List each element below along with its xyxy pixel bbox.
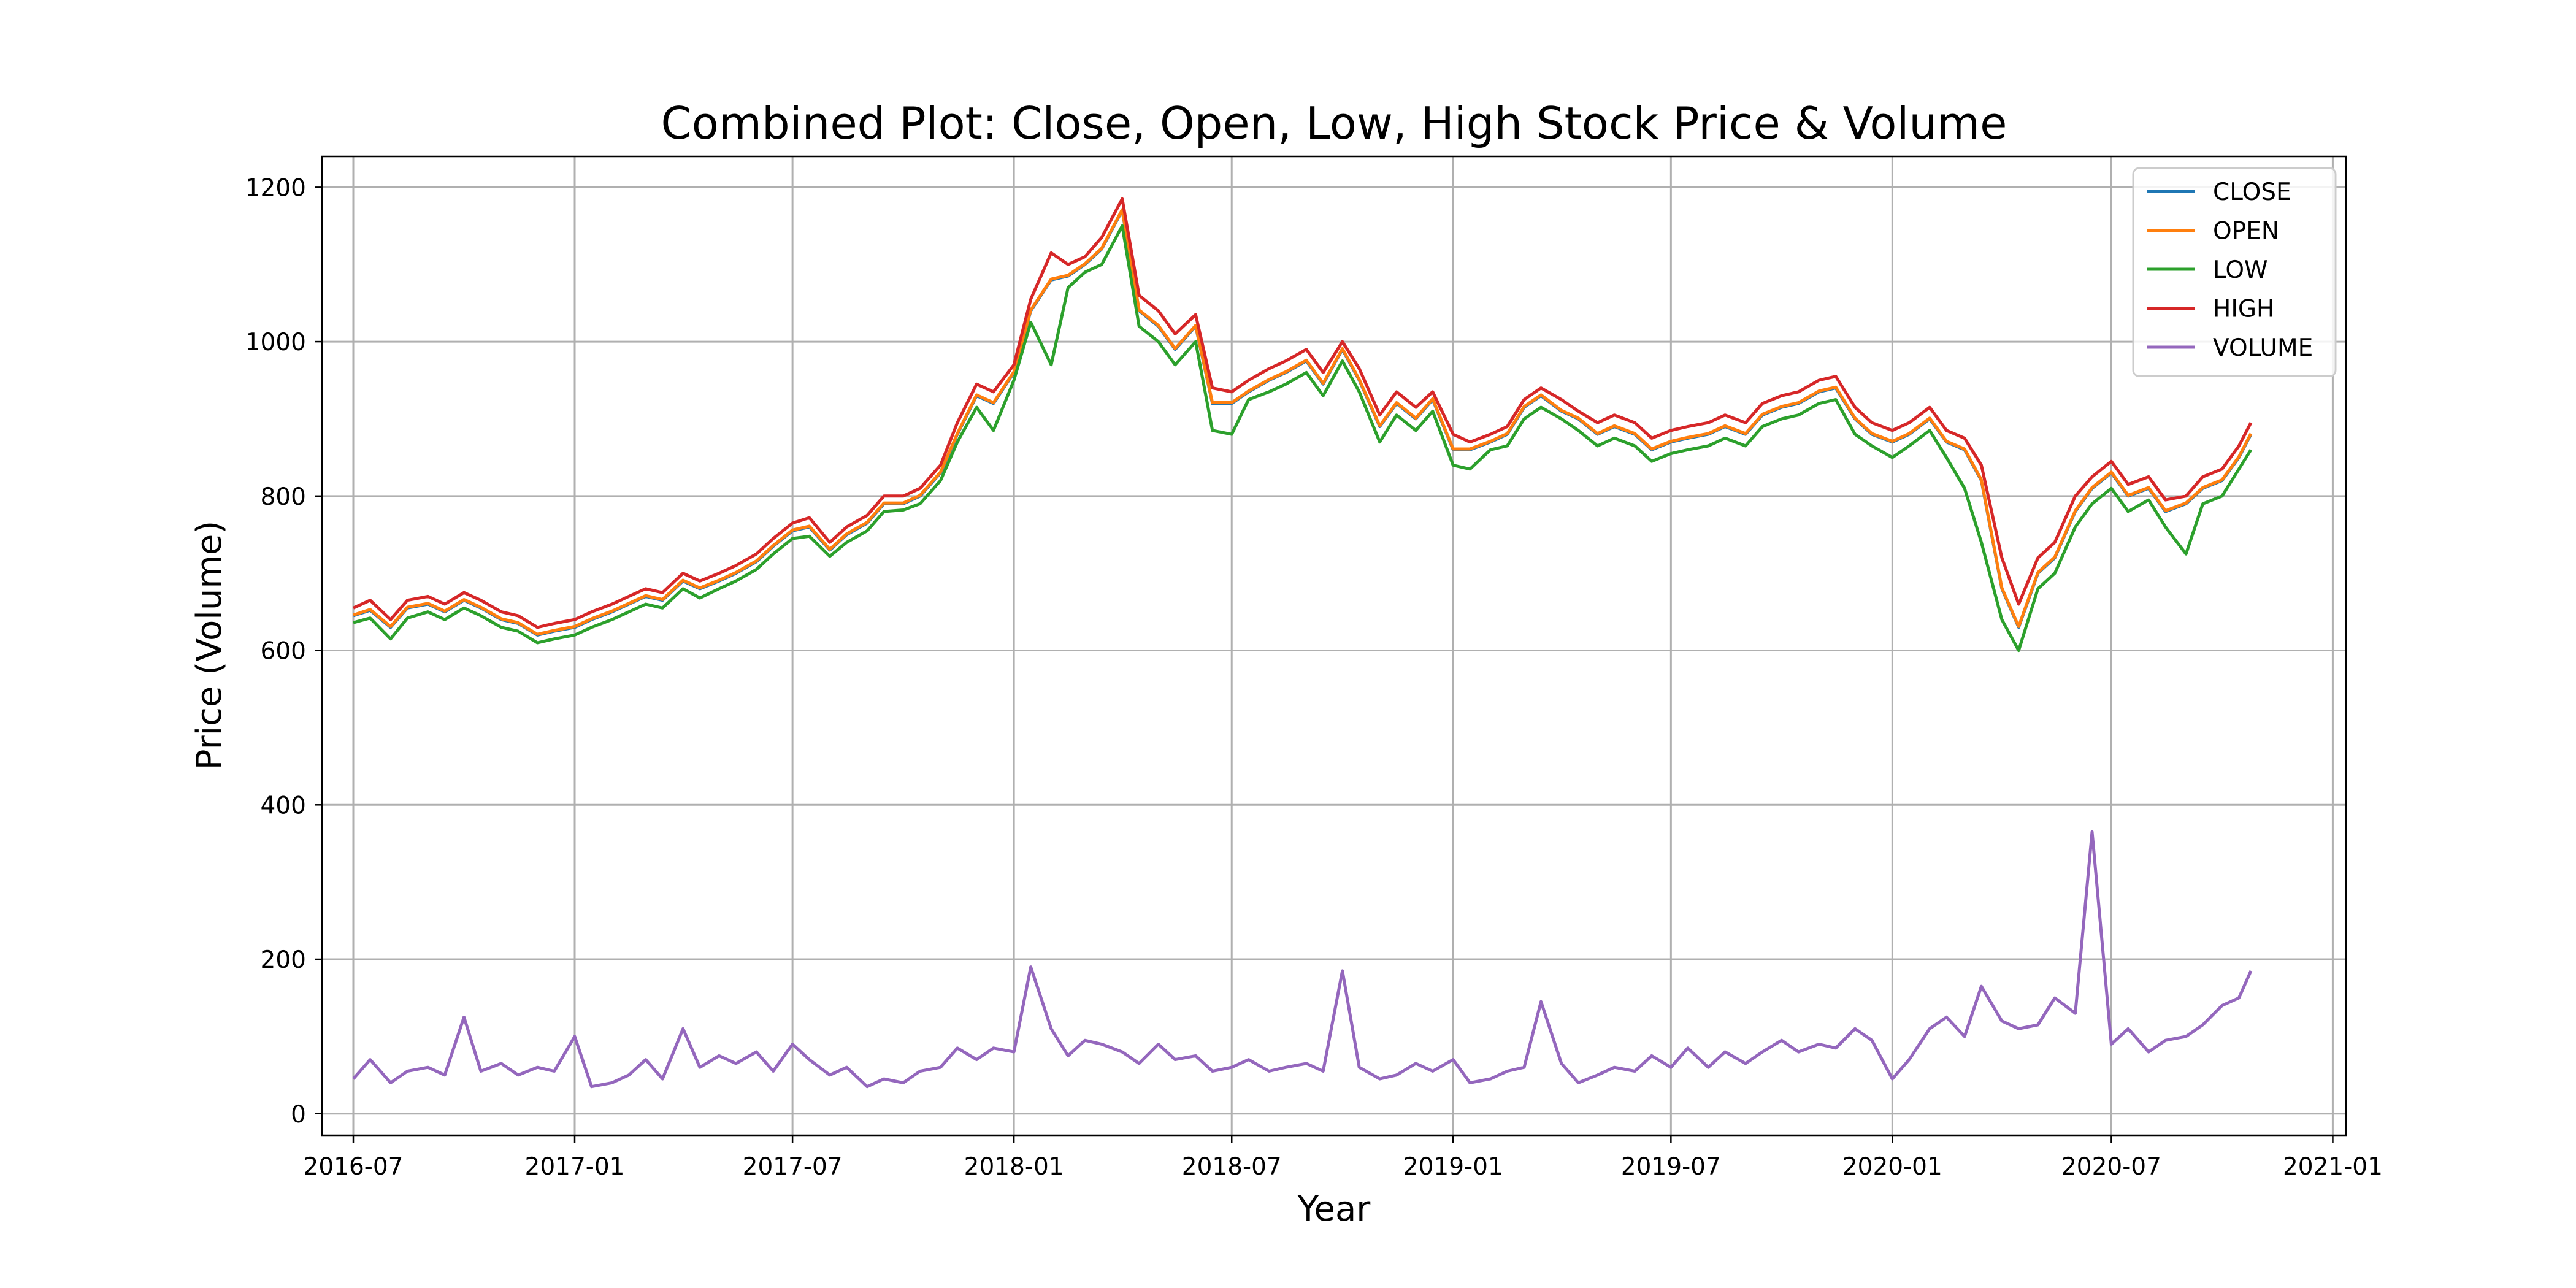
x-tick-label: 2017-07: [743, 1153, 843, 1181]
grid: [322, 156, 2346, 1135]
legend: CLOSE OPEN LOW HIGH VOLUME: [2132, 167, 2337, 377]
chart-title: Combined Plot: Close, Open, Low, High St…: [661, 98, 2007, 149]
y-tick-label: 0: [291, 1101, 306, 1129]
axes-frame: [321, 155, 2347, 1137]
x-tick-label: 2019-07: [1621, 1153, 1721, 1181]
series-line-low: [353, 224, 2253, 653]
y-tick-label: 600: [261, 638, 306, 665]
x-tick-label: 2018-07: [1182, 1153, 1282, 1181]
series-line-volume: [352, 830, 2253, 1089]
x-tick-label: 2020-07: [2061, 1153, 2161, 1181]
series-line-open: [353, 208, 2253, 636]
legend-label-high: HIGH: [2213, 296, 2274, 323]
x-tick-label: 2019-01: [1403, 1153, 1503, 1181]
legend-label-low: LOW: [2213, 256, 2268, 284]
y-tick-label: 800: [261, 483, 306, 511]
y-tick-label: 400: [261, 792, 306, 819]
axis-ticks: 2016-07 2017-01 2017-07 2018-01 2018-07 2019-…: [245, 174, 2383, 1181]
legend-label-close: CLOSE: [2213, 178, 2291, 206]
x-axis-label: Year: [1297, 1189, 1371, 1229]
x-tick-label: 2021-01: [2283, 1153, 2383, 1181]
plot-area: [352, 197, 2253, 1089]
x-tick-label: 2016-07: [304, 1153, 404, 1181]
y-tick-label: 200: [261, 946, 306, 974]
y-tick-label: 1000: [245, 329, 306, 356]
legend-box: [2132, 167, 2337, 377]
legend-label-open: OPEN: [2213, 218, 2279, 245]
y-tick-label: 1200: [245, 174, 306, 202]
series-line-high: [352, 197, 2253, 629]
x-tick-label: 2020-01: [1842, 1153, 1942, 1181]
legend-label-volume: VOLUME: [2213, 334, 2313, 362]
x-tick-label: 2018-01: [964, 1153, 1064, 1181]
x-tick-label: 2017-01: [525, 1153, 625, 1181]
y-axis-label: Price (Volume): [190, 521, 229, 770]
